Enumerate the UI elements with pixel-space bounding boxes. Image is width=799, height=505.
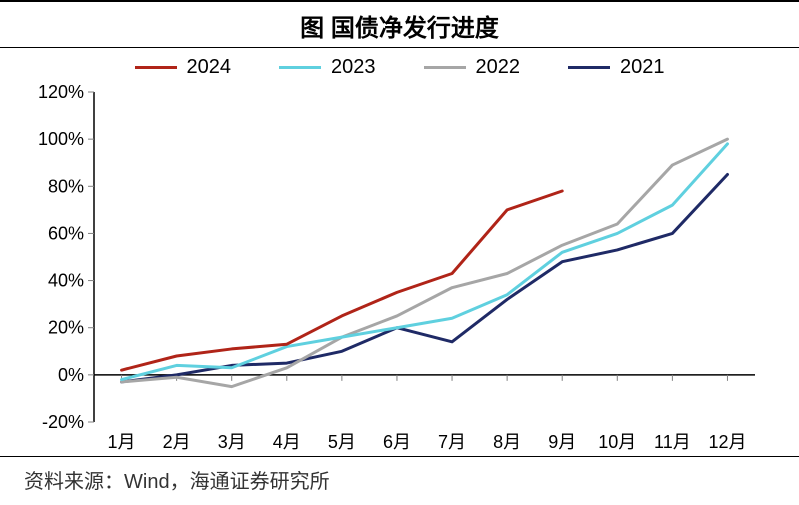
chart-container: 图 国债净发行进度 2024 2023 2022 2021 -20% 0% 20% 4…: [0, 0, 799, 505]
svg-text:5月: 5月: [328, 432, 356, 452]
svg-text:80%: 80%: [48, 176, 84, 196]
svg-text:4月: 4月: [273, 432, 301, 452]
source-text: 资料来源：Wind，海通证券研究所: [24, 471, 330, 493]
svg-text:60%: 60%: [48, 223, 84, 243]
svg-text:40%: 40%: [48, 271, 84, 291]
svg-text:3月: 3月: [218, 432, 246, 452]
svg-text:11月: 11月: [654, 432, 691, 452]
legend-swatch-2024: [135, 66, 177, 69]
svg-text:120%: 120%: [38, 82, 84, 102]
svg-text:1月: 1月: [108, 432, 136, 452]
legend: 2024 2023 2022 2021: [24, 56, 775, 79]
title-bar: 图 国债净发行进度: [0, 0, 799, 48]
legend-item-2021: 2021: [568, 56, 665, 79]
svg-text:6月: 6月: [383, 432, 411, 452]
source-line: 资料来源：Wind，海通证券研究所: [0, 456, 799, 494]
legend-label-2023: 2023: [331, 56, 376, 79]
legend-item-2023: 2023: [279, 56, 376, 79]
legend-swatch-2022: [424, 66, 466, 69]
legend-label-2022: 2022: [476, 56, 521, 79]
chart-area: 2024 2023 2022 2021 -20% 0% 20% 40% 60% 80% 10…: [24, 56, 775, 456]
legend-label-2021: 2021: [620, 56, 665, 79]
svg-text:20%: 20%: [48, 318, 84, 338]
legend-swatch-2021: [568, 66, 610, 69]
svg-text:-20%: -20%: [42, 412, 84, 432]
svg-text:0%: 0%: [58, 365, 84, 385]
chart-title: 图 国债净发行进度: [300, 15, 499, 42]
legend-swatch-2023: [279, 66, 321, 69]
svg-text:12月: 12月: [708, 432, 746, 452]
line-chart-svg: -20% 0% 20% 40% 60% 80% 100% 120% 1月 2月 3月 4月 5月 6月 7月…: [24, 56, 775, 456]
legend-item-2022: 2022: [424, 56, 521, 79]
legend-label-2024: 2024: [187, 56, 232, 79]
svg-text:7月: 7月: [438, 432, 466, 452]
svg-text:8月: 8月: [493, 432, 521, 452]
svg-text:10月: 10月: [598, 432, 636, 452]
svg-text:9月: 9月: [548, 432, 576, 452]
legend-item-2024: 2024: [135, 56, 232, 79]
svg-text:2月: 2月: [163, 432, 191, 452]
svg-text:100%: 100%: [38, 129, 84, 149]
